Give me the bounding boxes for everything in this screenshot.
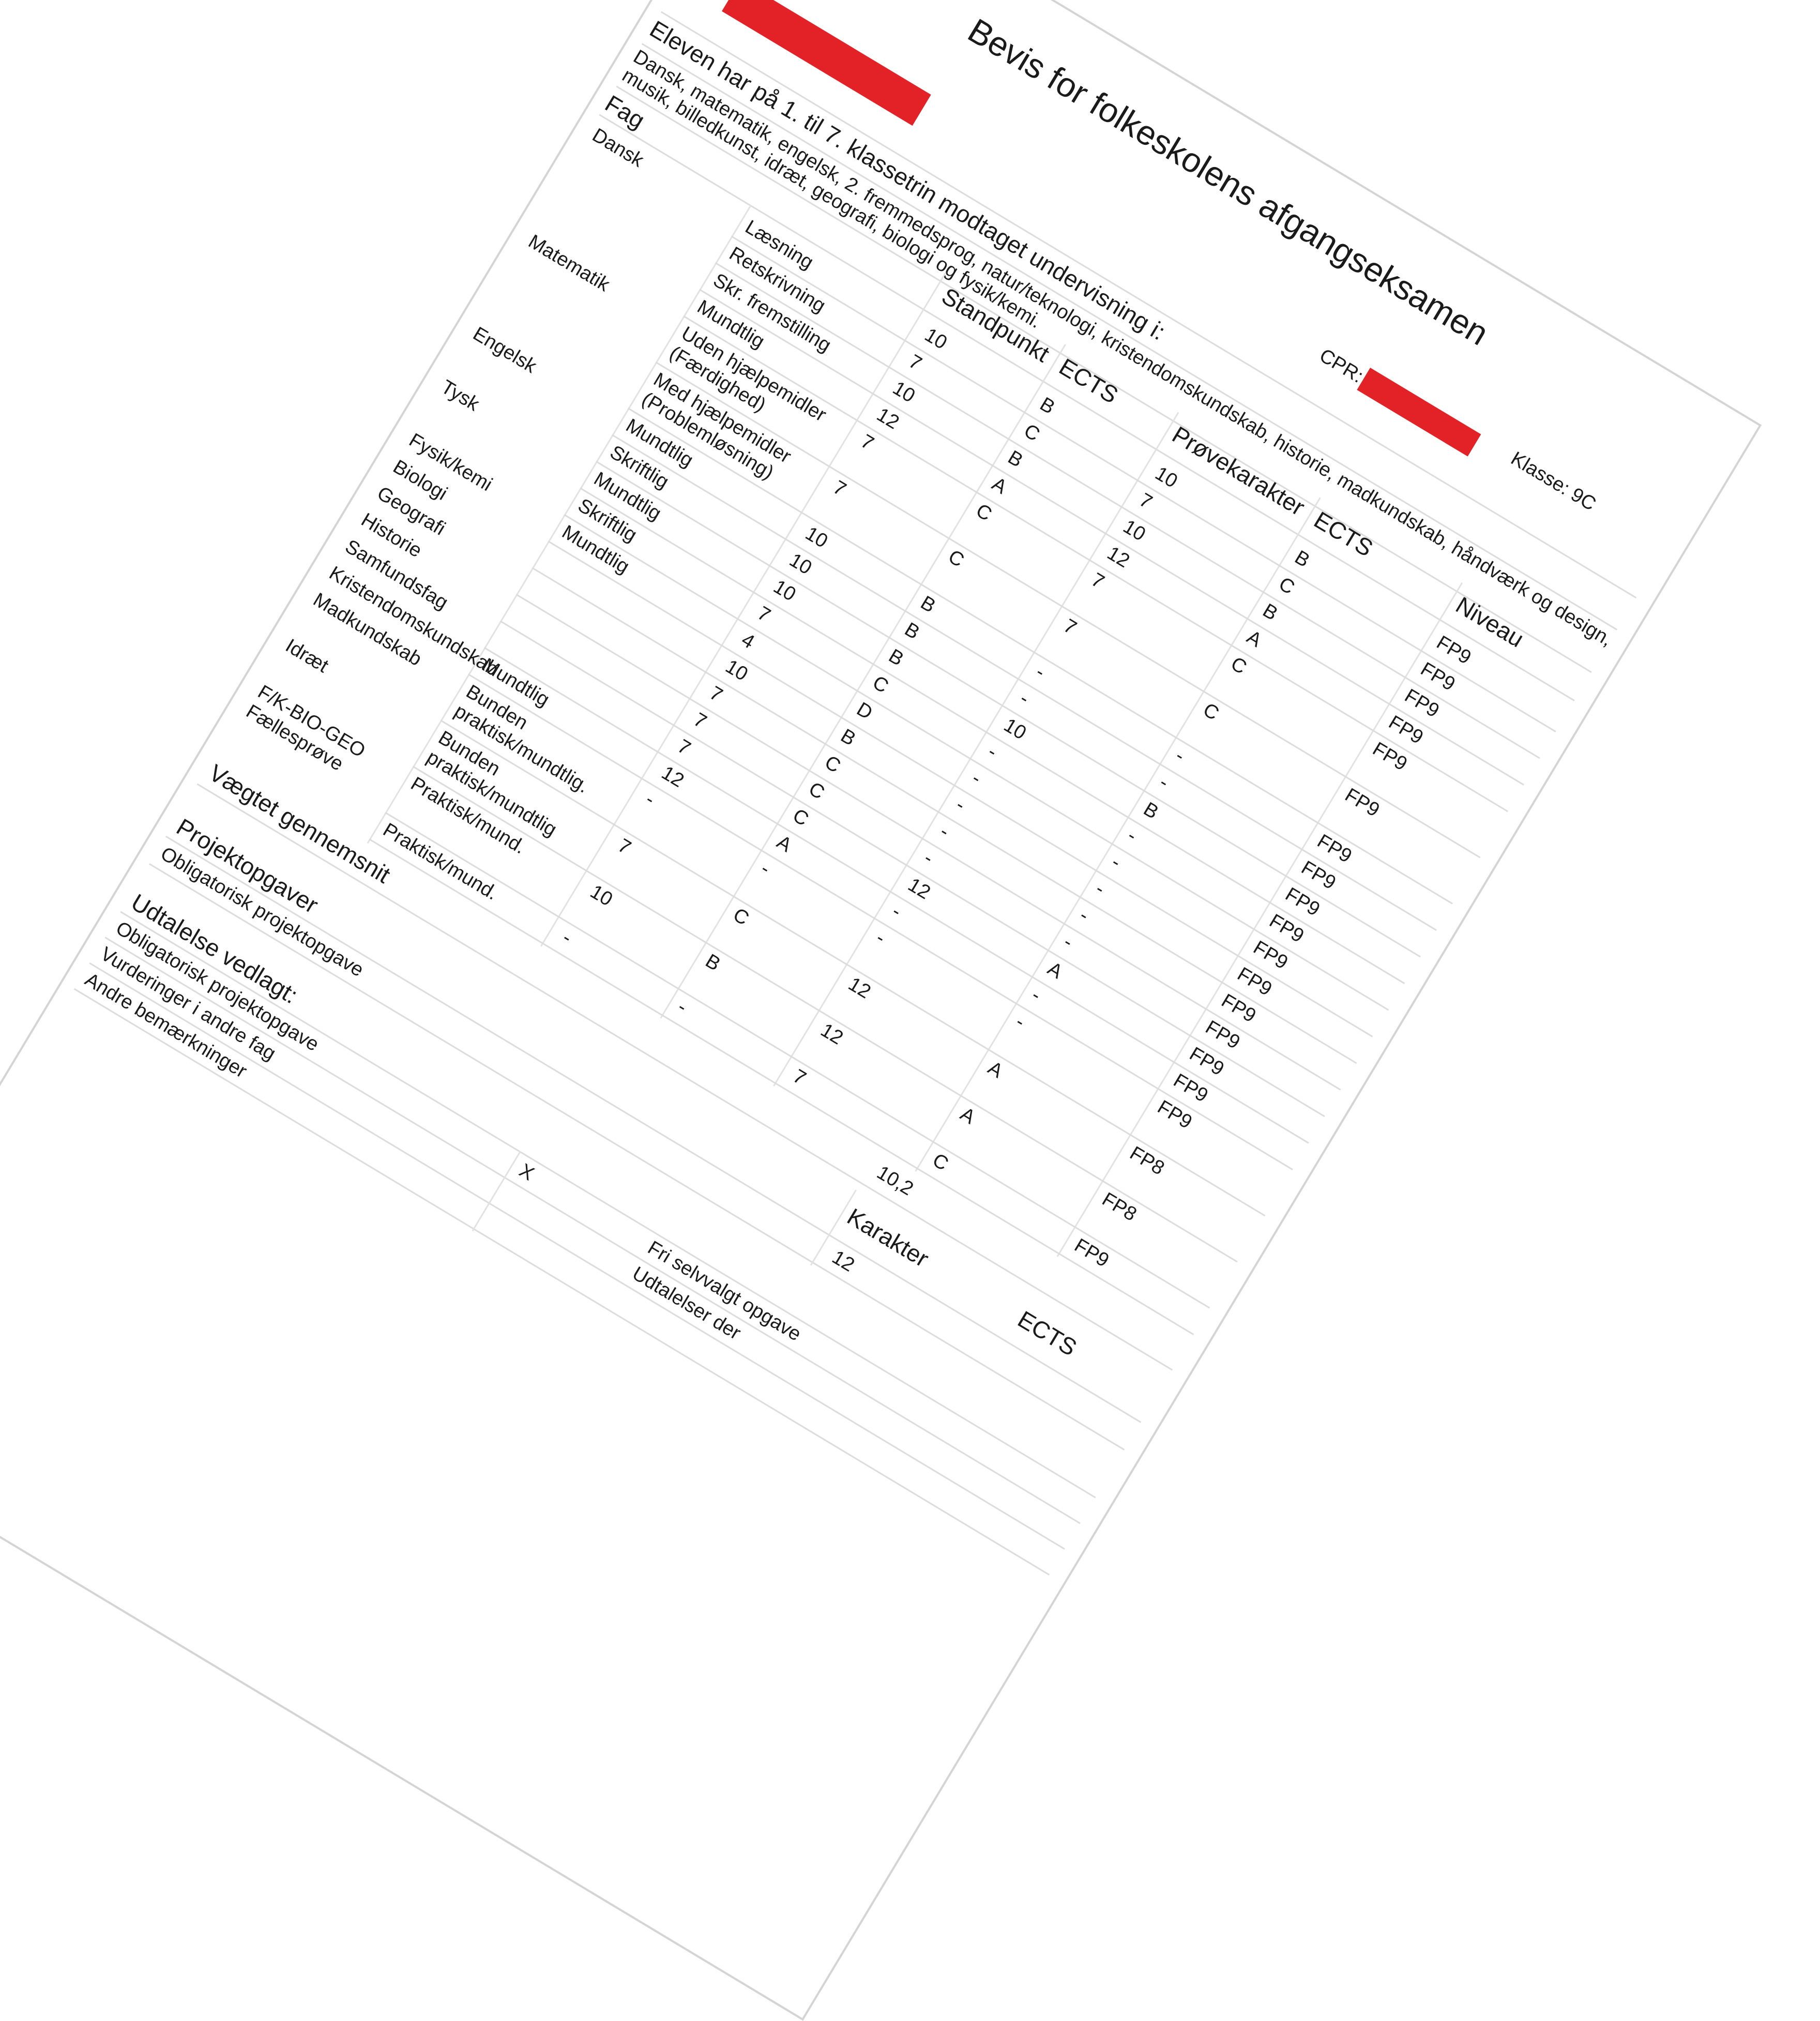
certificate-document: Bevis for folkeskolens afgangseksamen : … (0, 0, 1762, 2021)
